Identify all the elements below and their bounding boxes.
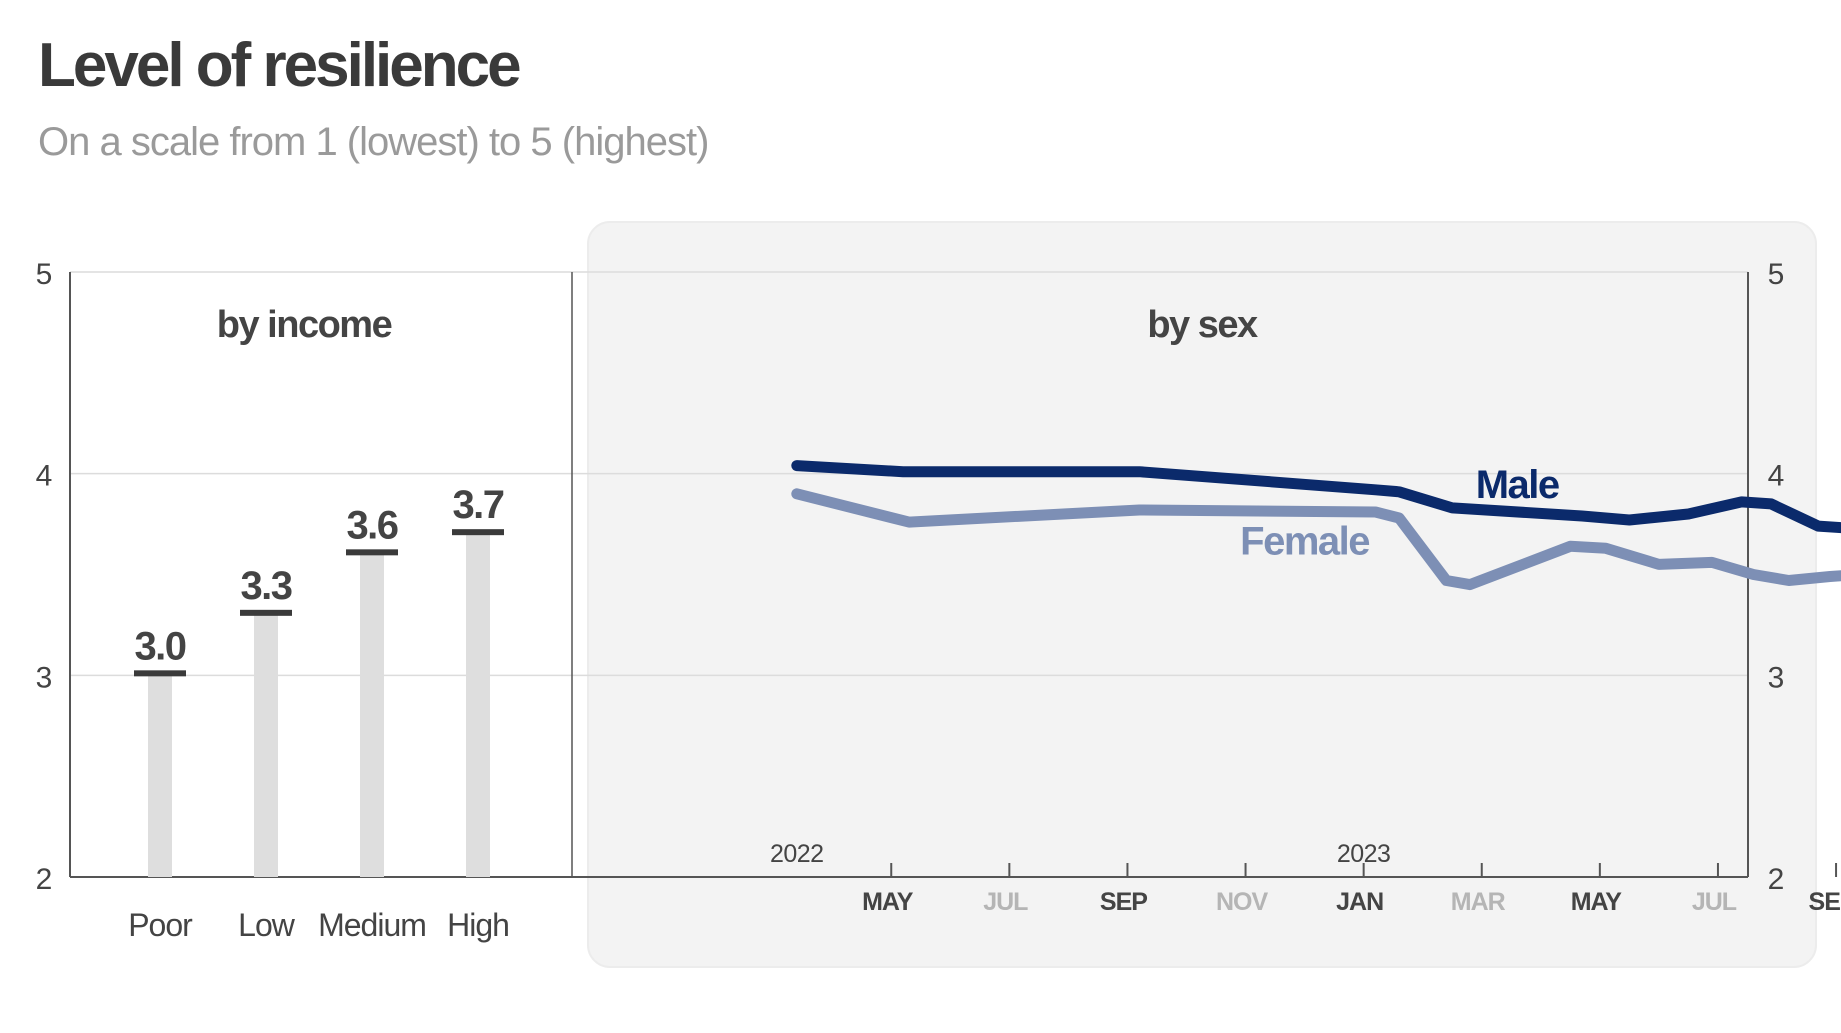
month-tick-label: NOV	[1216, 888, 1269, 916]
bar-cap-medium	[346, 549, 398, 556]
bar-category-label: Medium	[318, 907, 426, 943]
month-tick-label: SEP	[1100, 888, 1147, 916]
y-tick-label-right: 5	[1768, 258, 1785, 291]
bar-category-label: High	[447, 907, 509, 943]
by-sex-panel-background	[587, 221, 1817, 968]
year-label: 2022	[770, 840, 824, 868]
month-tick-label: SEP	[1809, 888, 1841, 916]
month-tick-label: JAN	[1336, 888, 1383, 916]
bar-cap-high	[452, 529, 504, 536]
y-tick-label-right: 2	[1768, 863, 1785, 896]
by-income-panel-title: by income	[217, 304, 392, 346]
bar-value-label: 3.0	[134, 624, 185, 668]
bar-high	[466, 534, 490, 877]
bar-category-label: Poor	[128, 907, 193, 943]
bar-cap-low	[240, 609, 292, 616]
month-tick-label: JUL	[983, 888, 1028, 916]
chart-title: Level of resilience	[38, 31, 522, 100]
month-tick-label: MAY	[1571, 888, 1623, 916]
series-line-male	[791, 460, 1841, 534]
series-label-male: Male	[1476, 463, 1559, 507]
bar-category-label: Low	[238, 907, 296, 943]
bar-value-label: 3.6	[346, 503, 397, 547]
month-tick-label: MAR	[1451, 888, 1506, 916]
bar-poor	[148, 675, 172, 877]
bar-medium	[360, 554, 384, 877]
chart-subtitle: On a scale from 1 (lowest) to 5 (highest…	[38, 120, 709, 164]
y-tick-label-left: 4	[36, 460, 53, 493]
year-label: 2023	[1337, 840, 1391, 868]
y-tick-label-left: 2	[36, 863, 53, 896]
bar-cap-poor	[134, 670, 186, 677]
month-tick-label: JUL	[1692, 888, 1737, 916]
by-sex-panel-title: by sex	[1147, 304, 1258, 346]
bar-value-label: 3.7	[452, 483, 503, 527]
y-tick-label-left: 3	[36, 661, 53, 694]
y-tick-label-left: 5	[36, 258, 53, 291]
bar-value-label: 3.3	[240, 564, 291, 608]
month-tick-label: MAY	[862, 888, 914, 916]
series-label-female: Female	[1240, 519, 1369, 563]
y-tick-label-right: 4	[1768, 460, 1785, 493]
series-line-female	[791, 488, 1841, 591]
y-tick-label-right: 3	[1768, 661, 1785, 694]
bar-low	[254, 614, 278, 877]
